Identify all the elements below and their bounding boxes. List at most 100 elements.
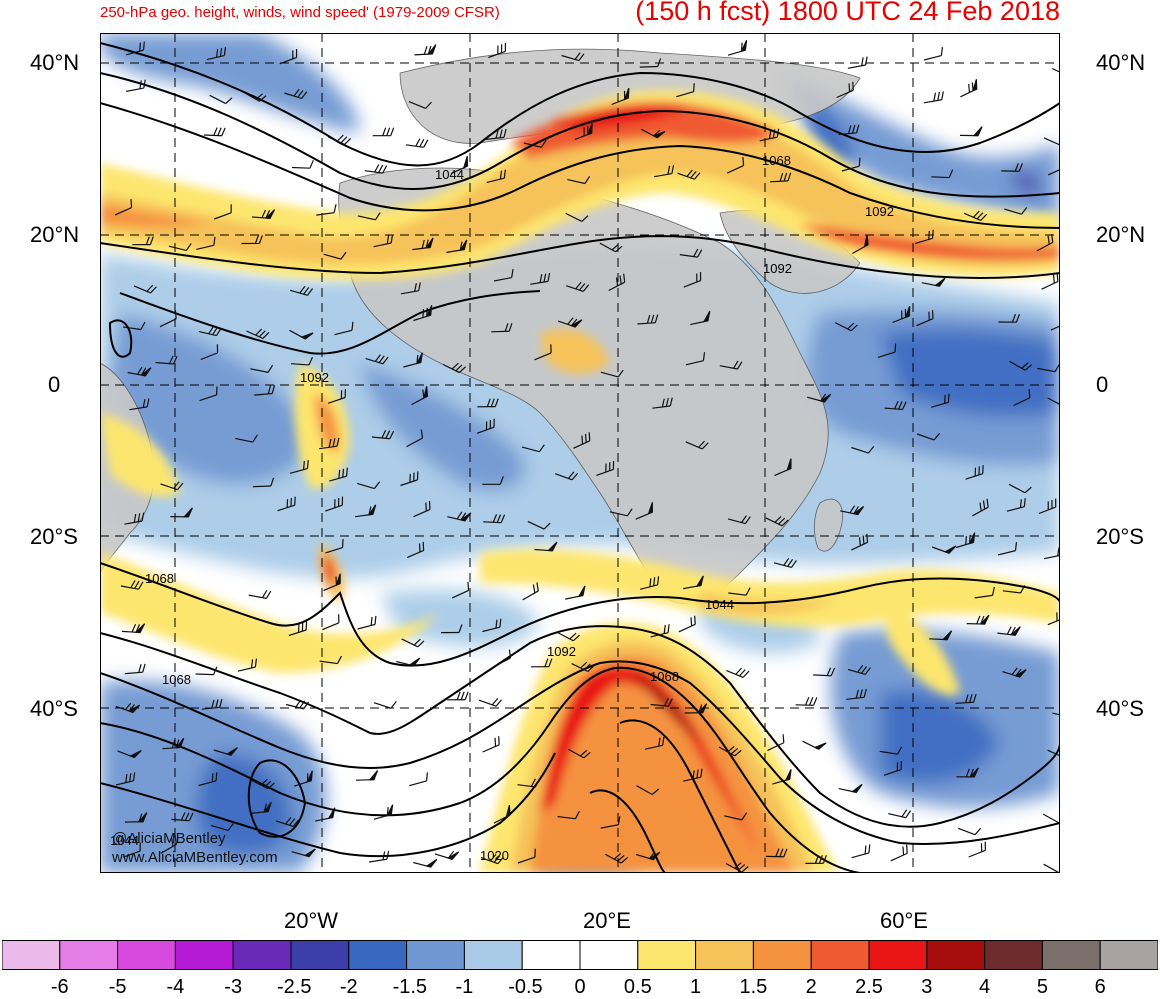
wind-barb	[316, 204, 337, 216]
wind-barb	[160, 835, 178, 854]
wind-barb	[930, 393, 950, 408]
wind-barb	[125, 79, 146, 92]
colorbar-tick-label: 6	[1094, 976, 1106, 998]
wind-barb	[851, 533, 869, 551]
wind-barb	[115, 772, 136, 786]
positive-anomaly-shading	[100, 90, 1060, 873]
wind-barb	[325, 538, 344, 554]
wind-barb	[923, 91, 944, 104]
wind-barb	[1043, 137, 1060, 146]
wind-barb	[413, 305, 433, 322]
wind-barb	[406, 541, 425, 559]
wind-barb	[403, 352, 423, 368]
wind-barb	[774, 458, 792, 477]
wind-barb	[355, 504, 377, 518]
wind-barb	[1047, 166, 1060, 176]
lat-label-eq-left: 0	[48, 372, 61, 397]
wind-barb	[334, 321, 354, 336]
wind-barb	[210, 823, 234, 831]
wind-barb	[250, 801, 272, 814]
wind-barb	[1047, 749, 1060, 759]
lat-label-20n-right: 20°N	[1096, 222, 1146, 247]
colorbar-swatch	[59, 940, 119, 970]
wind-barb	[357, 615, 377, 630]
wind-barb	[523, 139, 547, 148]
wind-barb	[1043, 547, 1060, 560]
wind-barb	[199, 386, 218, 402]
wind-barb	[364, 164, 388, 174]
wind-barb	[284, 88, 308, 100]
wind-barb	[636, 851, 661, 861]
wind-barb	[892, 305, 911, 324]
wind-barb	[557, 810, 580, 820]
wind-barb	[1052, 712, 1060, 718]
wind-barb	[600, 816, 621, 829]
wind-barb	[319, 437, 340, 450]
wind-barb	[476, 418, 495, 434]
wind-barb	[726, 667, 750, 678]
wind-barb	[373, 701, 397, 709]
wind-barb	[1041, 272, 1059, 290]
wind-barb	[124, 512, 145, 525]
wind-barb	[521, 444, 545, 453]
wind-barb	[209, 94, 233, 105]
wind-barb	[1001, 163, 1023, 172]
wind-barb	[201, 698, 223, 710]
wind-barb	[557, 631, 581, 642]
height-contours	[100, 42, 1060, 873]
wind-barb	[650, 697, 673, 707]
map-grid	[100, 33, 1060, 873]
contour-label: 1068	[762, 153, 791, 168]
wind-barb	[654, 165, 675, 178]
wind-barb	[724, 812, 748, 821]
wind-barb	[447, 511, 472, 522]
colorbar-tick-label: 0	[574, 976, 586, 998]
wind-barb	[636, 785, 660, 796]
wind-barb	[759, 128, 780, 142]
wind-barbs	[114, 40, 1060, 873]
wind-barb	[956, 767, 979, 778]
wind-barb	[200, 344, 219, 361]
wind-barb	[447, 691, 469, 701]
lat-label-40s-right: 40°S	[1096, 696, 1144, 721]
wind-barb	[534, 344, 552, 361]
wind-barb	[605, 853, 629, 864]
colorbar-tick-label: -1.5	[392, 976, 428, 998]
wind-barb	[446, 239, 468, 253]
wind-barb	[931, 545, 957, 554]
wind-barb	[206, 47, 227, 61]
wind-barb	[847, 56, 868, 69]
wind-barb	[122, 623, 146, 634]
wind-barb	[600, 369, 624, 378]
wind-barb	[486, 128, 507, 140]
wind-barb	[483, 514, 506, 524]
wind-barb	[727, 515, 751, 525]
wind-barb	[915, 229, 934, 244]
wind-barb	[126, 41, 145, 56]
colorbar-tick-label: 1	[690, 976, 702, 998]
colorbar-swatch	[1041, 940, 1101, 970]
colorbar-swatch	[695, 940, 754, 970]
wind-barb	[683, 768, 703, 782]
wind-barb	[838, 783, 863, 794]
wind-barb	[921, 277, 946, 287]
colorbar-swatch	[579, 940, 639, 970]
wind-barb	[414, 44, 437, 56]
wind-barb	[795, 696, 818, 706]
wind-barb	[159, 310, 177, 328]
wind-barb	[727, 40, 748, 56]
wind-barb	[534, 541, 558, 552]
wind-barb	[916, 432, 941, 441]
wind-barb	[684, 703, 708, 714]
wind-barb	[561, 52, 585, 62]
wind-barb	[652, 397, 673, 409]
wind-barb	[929, 630, 953, 641]
wind-barb	[677, 169, 701, 180]
wind-barb	[640, 576, 660, 590]
colorbar-tick-label: -2.5	[277, 976, 312, 998]
colorbar-swatch	[926, 940, 986, 970]
wind-barb	[718, 745, 742, 757]
wind-barb	[373, 804, 394, 820]
wind-barb	[685, 440, 709, 450]
wind-barb	[327, 134, 352, 145]
